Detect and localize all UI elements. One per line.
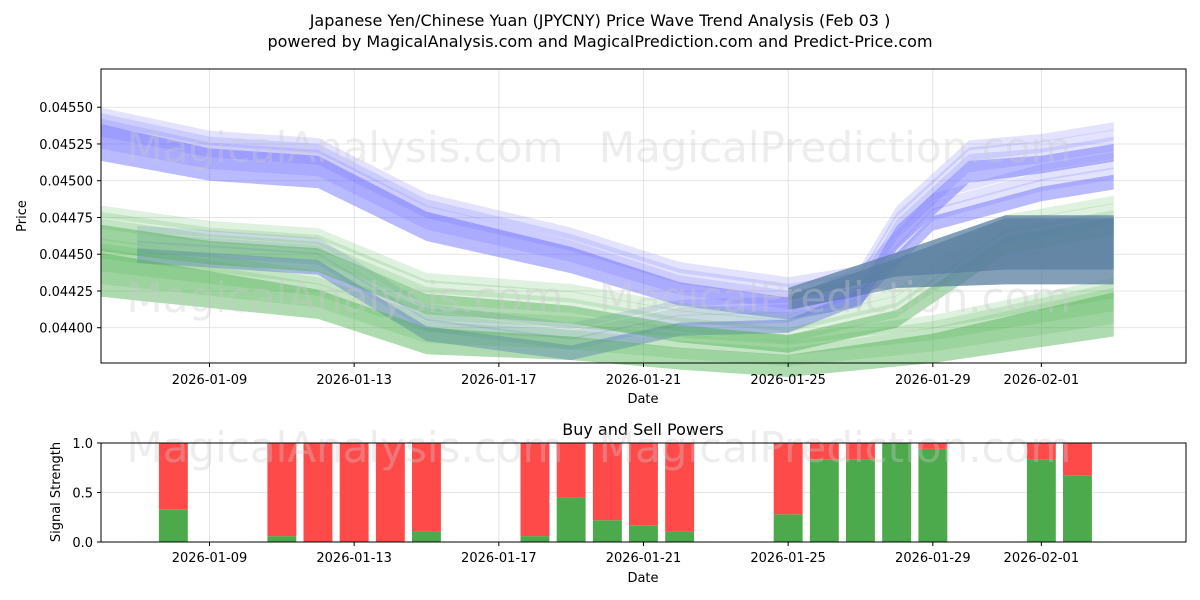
wave-band-4-1	[788, 215, 1114, 300]
price-x-tick-label: 2026-01-21	[606, 373, 682, 388]
sell-bar	[556, 443, 586, 498]
wave-band-3-0	[101, 252, 1114, 377]
buy-bar	[1063, 475, 1092, 542]
wave-band-2-0	[101, 217, 1114, 353]
sell-bar	[592, 443, 622, 521]
wave-band-3-2	[101, 243, 1114, 356]
buy-bar	[629, 525, 658, 542]
signal-x-tick-label: 2026-01-17	[461, 551, 537, 566]
sell-bar	[629, 443, 658, 526]
price-x-tick-label: 2026-01-13	[316, 373, 392, 388]
signal-plot: Buy and Sell Powers MagicalAnalysis.com …	[49, 420, 1187, 586]
chart-title: Japanese Yen/Chinese Yuan (JPYCNY) Price…	[309, 11, 891, 30]
watermark-right-2: MagicalPrediction.com	[599, 273, 1072, 322]
chart-subtitle: powered by MagicalAnalysis.com and Magic…	[267, 32, 932, 51]
wave-band-2-1	[101, 210, 1114, 343]
signal-x-tick-label: 2026-01-13	[316, 551, 392, 566]
sell-bar	[339, 443, 369, 542]
wave-band-2-2	[101, 203, 1114, 332]
watermark-left: MagicalAnalysis.com	[127, 123, 564, 172]
signal-x-label: Date	[627, 571, 658, 586]
buy-bar	[882, 443, 912, 542]
sell-bar	[809, 443, 839, 460]
buy-bar	[158, 509, 188, 542]
price-y-tick-label: 0.04400	[39, 322, 93, 337]
wave-band-2-3	[101, 195, 1114, 322]
price-wave-bands	[101, 107, 1114, 377]
watermark-left-3: MagicalAnalysis.com	[127, 423, 564, 472]
signal-x-tick-label: 2026-01-25	[750, 551, 826, 566]
sell-bar	[1063, 443, 1092, 476]
buy-bar	[773, 514, 803, 542]
sell-bar	[303, 443, 333, 542]
sell-bar	[412, 443, 441, 532]
sell-bar	[267, 443, 297, 537]
price-y-tick-label: 0.04450	[39, 248, 93, 263]
price-y-tick-label: 0.04425	[39, 285, 93, 300]
signal-bars	[158, 443, 1092, 542]
sell-bar	[846, 443, 875, 460]
wave-band-0-3	[101, 107, 1114, 288]
watermark-right-3: MagicalPrediction.com	[599, 423, 1072, 472]
price-x-tick-label: 2026-01-25	[750, 373, 826, 388]
sell-bar	[375, 443, 405, 542]
price-x-ticks: 2026-01-09 2026-01-13 2026-01-17 2026-01-21…	[172, 363, 1079, 388]
signal-x-tick-label: 2026-01-29	[895, 551, 971, 566]
signal-y-label: Signal Strength	[49, 442, 64, 542]
sell-bar	[1026, 443, 1056, 460]
buy-bar	[846, 459, 875, 542]
buy-bar	[267, 536, 297, 542]
price-y-tick-label: 0.04475	[39, 211, 93, 226]
signal-x-tick-label: 2026-02-01	[1004, 551, 1080, 566]
price-y-ticks: 0.04400 0.04425 0.04450 0.04475 0.04500 0.045…	[39, 101, 101, 337]
price-y-label: Price	[15, 200, 30, 232]
watermark-left-2: MagicalAnalysis.com	[127, 273, 564, 322]
price-y-tick-label: 0.04550	[39, 101, 93, 116]
buy-bar	[665, 531, 695, 542]
wave-band-3-1	[101, 247, 1114, 367]
buy-bar	[1026, 459, 1056, 542]
wave-band-0-1	[101, 118, 1114, 309]
buy-bar	[592, 520, 622, 542]
sell-bar	[520, 443, 550, 537]
buy-bar	[520, 536, 550, 542]
price-y-tick-label: 0.04500	[39, 175, 93, 190]
wave-band-0-0	[101, 124, 1114, 320]
price-x-tick-label: 2026-01-09	[172, 373, 248, 388]
buy-bar	[918, 448, 948, 542]
watermark-right: MagicalPrediction.com	[599, 123, 1072, 172]
price-plot: MagicalAnalysis.com MagicalPrediction.co…	[15, 68, 1187, 407]
signal-x-tick-label: 2026-01-09	[172, 551, 248, 566]
signal-y-tick-label: 0.0	[72, 536, 93, 551]
price-y-tick-label: 0.04525	[39, 138, 93, 153]
wave-band-0-2	[101, 113, 1114, 298]
signal-y-ticks: 0.0 0.5 1.0	[72, 437, 101, 551]
signal-x-tick-label: 2026-01-21	[606, 551, 682, 566]
signal-x-ticks: 2026-01-09 2026-01-13 2026-01-17 2026-01-21…	[172, 542, 1079, 566]
signal-plot-title: Buy and Sell Powers	[562, 420, 724, 439]
buy-bar	[556, 497, 586, 542]
price-x-tick-label: 2026-01-29	[895, 373, 971, 388]
sell-bar	[773, 443, 803, 515]
buy-bar	[412, 531, 441, 542]
signal-y-tick-label: 1.0	[72, 437, 93, 452]
buy-bar	[809, 459, 839, 542]
sell-bar	[158, 443, 188, 510]
price-x-tick-label: 2026-01-17	[461, 373, 537, 388]
signal-y-tick-label: 0.5	[72, 487, 93, 502]
sell-bar	[665, 443, 695, 532]
price-x-tick-label: 2026-02-01	[1004, 373, 1080, 388]
sell-bar	[918, 443, 948, 449]
price-x-label: Date	[627, 392, 658, 407]
wave-band-3-3	[101, 238, 1114, 345]
